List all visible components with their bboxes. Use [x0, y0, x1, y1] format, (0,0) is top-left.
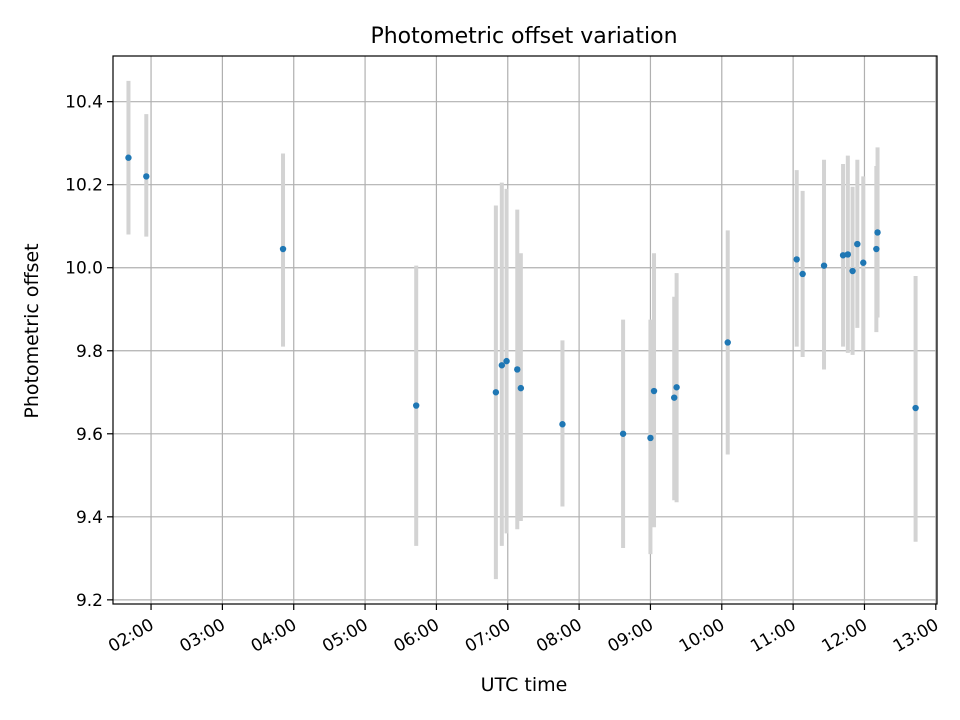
data-point	[844, 251, 852, 258]
data-point	[912, 404, 919, 412]
data-point	[492, 389, 500, 396]
data-point	[498, 362, 506, 369]
x-tick-label: 13:00	[890, 615, 942, 657]
grid	[113, 56, 937, 604]
x-tick-label: 03:00	[176, 615, 228, 657]
y-tick-label: 9.2	[76, 591, 103, 611]
x-tick-label: 07:00	[462, 615, 514, 657]
data-point	[839, 252, 847, 259]
y-tick-label: 9.4	[76, 508, 103, 528]
x-tick-label: 04:00	[248, 615, 300, 657]
x-tick-label: 06:00	[390, 615, 442, 657]
data-point	[125, 154, 132, 161]
data-point	[673, 384, 680, 391]
x-tick-label: 12:00	[819, 615, 871, 657]
x-tick-label: 02:00	[105, 615, 157, 657]
data-point	[793, 256, 800, 263]
data-point	[671, 394, 678, 401]
data-point	[820, 262, 828, 269]
x-tick-label: 08:00	[533, 615, 585, 657]
x-tick-label: 09:00	[605, 615, 657, 657]
data-point	[279, 245, 287, 253]
data-point	[647, 434, 654, 442]
y-tick-label: 10.0	[65, 259, 103, 279]
data-point	[517, 384, 525, 392]
x-tick-label: 11:00	[747, 615, 799, 657]
data-point	[724, 339, 731, 346]
data-point	[619, 430, 627, 437]
y-tick-label: 10.2	[65, 176, 103, 196]
data-point	[559, 421, 566, 428]
x-tick-label: 10:00	[676, 615, 728, 657]
data-point	[854, 240, 861, 248]
x-axis-label: UTC time	[481, 674, 568, 696]
data-point	[413, 402, 420, 409]
y-axis-ticks: 9.2 9.4 9.6 9.8 10.0 10.2 10.4	[65, 93, 113, 611]
y-tick-label: 9.6	[76, 425, 103, 445]
data-point	[514, 366, 521, 373]
data-points	[125, 154, 919, 442]
data-point	[873, 245, 880, 253]
data-point	[849, 267, 856, 275]
x-tick-label: 05:00	[319, 615, 371, 657]
chart-title: Photometric offset variation	[370, 24, 677, 49]
y-tick-label: 10.4	[65, 93, 103, 113]
data-point	[503, 357, 510, 365]
data-point	[860, 259, 867, 266]
error-bars	[126, 80, 918, 580]
x-axis-ticks: 02:00 03:00 04:00 05:00 06:00 07:00 08:00 09:00…	[105, 604, 942, 657]
data-point	[650, 387, 658, 395]
data-point	[874, 229, 881, 236]
y-tick-label: 9.8	[76, 342, 103, 362]
data-point	[143, 173, 150, 180]
plot-frame	[112, 55, 938, 605]
data-point	[799, 270, 806, 278]
y-axis-label: Photometric offset	[21, 243, 43, 418]
